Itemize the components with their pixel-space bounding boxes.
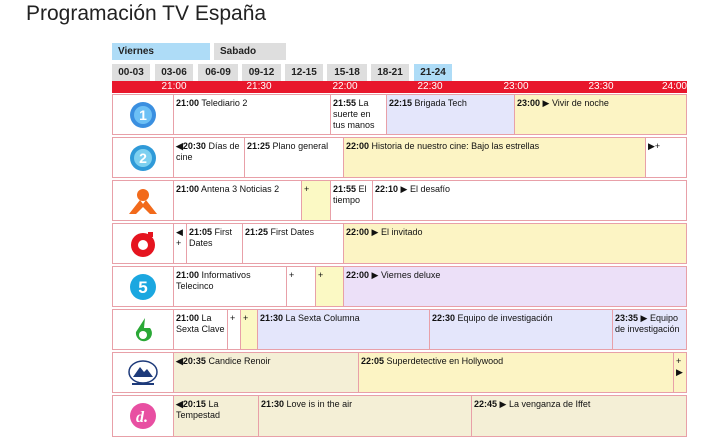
channel-row-paramount: ◀20:35 Candice Renoir 22:05 Superdetecti… (112, 352, 687, 393)
timeline-bar: 21:00 21:30 22:00 22:30 23:00 23:30 24:0… (112, 81, 687, 93)
antena3-logo-icon (128, 188, 157, 214)
program-cell[interactable]: + (302, 180, 331, 221)
program-cell[interactable]: 21:55 La suerte en tus manos (331, 94, 387, 135)
tab-range-21-24[interactable]: 21-24 (414, 64, 452, 81)
program-cell[interactable]: ◀ + (174, 223, 187, 264)
program-cell[interactable]: 21:30 La Sexta Columna (258, 309, 430, 350)
timeline-tick: 22:30 (417, 81, 443, 92)
svg-text:d.: d. (136, 409, 148, 426)
timeline-tick: 21:00 (161, 81, 187, 92)
la1-logo-icon: 1 (129, 101, 156, 128)
program-cell[interactable]: + (316, 266, 344, 307)
page-title: Programación TV España (26, 2, 267, 25)
tab-range-15-18[interactable]: 15-18 (327, 64, 367, 81)
row-frame (112, 94, 687, 135)
program-cell[interactable]: ◀20:35 Candice Renoir (174, 352, 359, 393)
program-cell[interactable]: ◀20:15 La Tempestad (174, 395, 259, 437)
program-cell[interactable]: 22:05 Superdetective en Hollywood (359, 352, 674, 393)
row-frame (112, 395, 687, 437)
program-cell[interactable]: 21:00 Informativos Telecinco (174, 266, 287, 307)
channel-logo-telecinco[interactable]: 5 (112, 266, 174, 307)
channel-row-lasexta: 21:00 La Sexta Clave + + 21:30 La Sexta … (112, 309, 687, 350)
timeline-tick: 23:00 (503, 81, 529, 92)
tab-range-00-03[interactable]: 00-03 (112, 64, 150, 81)
timeline-tick: 24:00 (661, 81, 687, 92)
program-cell[interactable]: 23:35 ▶ Equipo de investigación (613, 309, 687, 350)
lasexta-logo-icon (135, 317, 152, 341)
row-frame (112, 352, 687, 393)
program-cell[interactable]: 21:30 Love is in the air (259, 395, 472, 437)
svg-text:1: 1 (139, 107, 147, 123)
program-cell[interactable]: 21:25 First Dates (243, 223, 344, 264)
channel-row-la1: 1 21:00 Telediario 2 21:55 La suerte en … (112, 94, 687, 135)
tab-range-12-15[interactable]: 12-15 (285, 64, 323, 81)
program-cell[interactable]: 22:00 Historia de nuestro cine: Bajo las… (344, 137, 646, 178)
telecinco-logo-icon: 5 (129, 273, 156, 300)
paramount-logo-icon (127, 359, 158, 385)
channel-logo-divinity[interactable]: d. (112, 395, 174, 437)
channel-logo-cuatro[interactable] (112, 223, 174, 264)
cuatro-logo-icon (130, 231, 155, 257)
program-cell[interactable]: 22:45 ▶ La venganza de Iffet (472, 395, 687, 437)
program-cell[interactable]: 23:00 ▶ Vivir de noche (515, 94, 687, 135)
row-frame (112, 180, 687, 221)
svg-text:2: 2 (139, 150, 147, 166)
svg-text:5: 5 (138, 278, 147, 297)
program-cell[interactable]: 21:00 Antena 3 Noticias 2 (174, 180, 302, 221)
channel-logo-la2[interactable]: 2 (112, 137, 174, 178)
program-cell[interactable]: 21:05 First Dates (187, 223, 243, 264)
channel-logo-la1[interactable]: 1 (112, 94, 174, 135)
channel-row-cuatro: ◀ + 21:05 First Dates 21:25 First Dates … (112, 223, 687, 264)
row-frame (112, 266, 687, 307)
row-frame (112, 137, 687, 178)
row-frame (112, 223, 687, 264)
timeline-tick: 22:00 (332, 81, 358, 92)
row-frame (112, 309, 687, 350)
program-cell[interactable]: + (228, 309, 241, 350)
program-cell[interactable]: 21:25 Plano general (245, 137, 344, 178)
tab-day-sabado[interactable]: Sabado (214, 43, 286, 60)
channel-row-antena3: 21:00 Antena 3 Noticias 2 + 21:55 El tie… (112, 180, 687, 221)
program-cell[interactable]: + (241, 309, 258, 350)
program-cell[interactable]: 22:15 Brigada Tech (387, 94, 515, 135)
tab-range-03-06[interactable]: 03-06 (155, 64, 193, 81)
tab-range-09-12[interactable]: 09-12 (242, 64, 281, 81)
tab-range-18-21[interactable]: 18-21 (371, 64, 409, 81)
timeline-tick: 21:30 (246, 81, 272, 92)
program-cell[interactable]: ▶+ (646, 137, 687, 178)
channel-row-telecinco: 5 21:00 Informativos Telecinco + + 22:00… (112, 266, 687, 307)
program-cell[interactable]: 22:30 Equipo de investigación (430, 309, 613, 350)
program-cell[interactable]: 21:00 La Sexta Clave (174, 309, 228, 350)
program-cell[interactable]: 22:10 ▶ El desafío (373, 180, 687, 221)
channel-logo-paramount[interactable] (112, 352, 174, 393)
program-cell[interactable]: ◀20:30 Días de cine (174, 137, 245, 178)
tab-range-06-09[interactable]: 06-09 (198, 64, 238, 81)
tab-day-viernes[interactable]: Viernes (112, 43, 210, 60)
la2-logo-icon: 2 (129, 144, 156, 171)
channel-logo-antena3[interactable] (112, 180, 174, 221)
divinity-logo-icon: d. (129, 403, 156, 429)
program-cell[interactable]: 22:00 ▶ Viernes deluxe (344, 266, 687, 307)
channel-logo-lasexta[interactable] (112, 309, 174, 350)
timeline-tick: 23:30 (588, 81, 614, 92)
program-cell[interactable]: 22:00 ▶ El invitado (344, 223, 687, 264)
program-cell[interactable]: 21:55 El tiempo (331, 180, 373, 221)
program-cell[interactable]: + (287, 266, 316, 307)
channel-row-divinity: d. ◀20:15 La Tempestad 21:30 Love is in … (112, 395, 687, 437)
program-cell[interactable]: 21:00 Telediario 2 (174, 94, 331, 135)
channel-row-la2: 2 ◀20:30 Días de cine 21:25 Plano genera… (112, 137, 687, 178)
